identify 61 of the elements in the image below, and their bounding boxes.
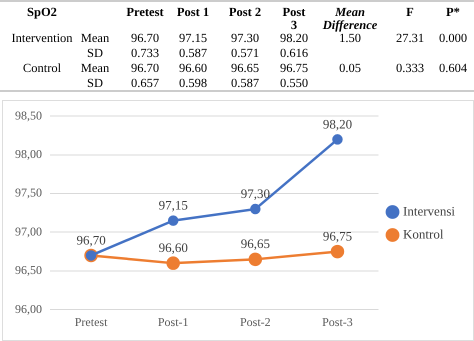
- text: 0.587: [178, 46, 208, 60]
- text: F: [405, 5, 415, 19]
- text: SpO2: [26, 5, 58, 19]
- text: 96.60: [178, 61, 208, 75]
- text: 97.30: [230, 31, 260, 45]
- legend-label: Intervensi: [403, 203, 456, 218]
- text: Mean: [80, 31, 110, 45]
- text: Post 2: [228, 5, 262, 19]
- text: P*: [445, 5, 461, 19]
- point: [332, 134, 343, 145]
- y-tick-label: 96,00: [15, 302, 42, 316]
- x-tick-label: Pretest: [74, 314, 108, 329]
- text: 0.000: [438, 31, 468, 45]
- text: 27.31: [394, 31, 426, 45]
- text: 96.70: [130, 31, 160, 45]
- text: Control: [22, 61, 62, 75]
- point: [330, 244, 344, 258]
- y-tick-label: 97,50: [15, 186, 42, 200]
- y-tick-label: 96,50: [15, 263, 42, 278]
- text: 0.333: [394, 61, 426, 75]
- legend-label: Kontrol: [403, 226, 444, 242]
- text: 0.733: [130, 46, 160, 60]
- point: [166, 256, 180, 270]
- point: [248, 252, 262, 266]
- text: 0.604: [438, 61, 468, 75]
- data-label: 96,70: [76, 232, 106, 248]
- text: 0.616: [278, 46, 310, 60]
- text: 96.65: [230, 61, 260, 75]
- data-label: 96,60: [158, 240, 188, 256]
- text: Mean Difference: [322, 5, 378, 32]
- text: 97.15: [178, 31, 208, 45]
- text: SD: [86, 46, 104, 60]
- text: 98.20: [278, 31, 310, 45]
- data-label: 97,15: [158, 198, 188, 213]
- text: 0.657: [130, 76, 160, 90]
- text: Post 3: [282, 5, 306, 32]
- text: 0.587: [230, 76, 260, 90]
- text: 0.05: [338, 61, 362, 75]
- text: SD: [86, 76, 104, 90]
- text: Intervention: [10, 31, 74, 45]
- data-label: 97,30: [240, 186, 270, 201]
- data-label: 96,65: [240, 236, 270, 252]
- text: 0.571: [230, 46, 260, 60]
- x-tick-label: Post-2: [240, 314, 271, 329]
- point: [250, 204, 261, 214]
- y-tick-label: 97,00: [15, 224, 42, 238]
- text: 0.550: [278, 76, 310, 90]
- text: 96.70: [130, 61, 160, 75]
- text: 0.598: [178, 76, 208, 90]
- text: 96.75: [278, 61, 310, 75]
- point: [168, 215, 178, 226]
- x-tick-label: Post-3: [322, 314, 353, 329]
- text: Post 1: [176, 5, 210, 19]
- text: Pretest: [125, 5, 165, 19]
- text: Mean: [80, 61, 110, 75]
- data-label: 96,75: [322, 228, 352, 244]
- text: 1.50: [339, 31, 361, 45]
- y-tick-label: 98,50: [15, 108, 42, 122]
- x-tick-label: Post-1: [158, 314, 189, 329]
- data-label: 98,20: [322, 116, 352, 132]
- y-tick-label: 98,00: [15, 147, 42, 162]
